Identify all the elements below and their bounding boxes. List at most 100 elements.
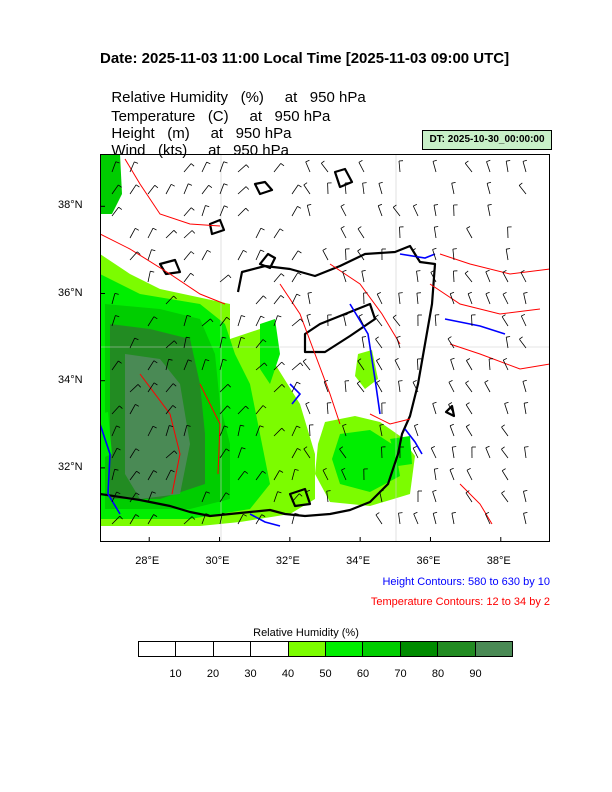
wind-barb bbox=[291, 318, 301, 327]
wind-barb-flag bbox=[135, 448, 140, 452]
wind-barb bbox=[255, 249, 261, 261]
wind-barb-flag bbox=[116, 425, 121, 428]
wind-barb bbox=[416, 271, 419, 283]
wind-barb bbox=[129, 251, 138, 261]
wind-barb bbox=[309, 424, 311, 437]
wind-barb bbox=[344, 182, 347, 195]
legend-label: 80 bbox=[431, 668, 445, 680]
wind-barb bbox=[358, 162, 365, 173]
wind-barb-flag bbox=[297, 448, 301, 451]
wind-barb-flag bbox=[190, 163, 195, 167]
wind-barb bbox=[147, 316, 155, 327]
wind-barb-flag bbox=[414, 423, 419, 426]
wind-barb-flag bbox=[153, 514, 158, 517]
wind-barb-flag bbox=[376, 358, 381, 361]
wind-barb bbox=[219, 359, 224, 371]
wind-barb bbox=[412, 205, 419, 217]
wind-barb-flag bbox=[173, 450, 178, 455]
wind-barb bbox=[111, 425, 117, 437]
wind-barb-flag bbox=[190, 272, 195, 276]
legend-label: 60 bbox=[356, 668, 370, 680]
wind-barb-flag bbox=[169, 425, 174, 427]
wind-barb-flag bbox=[137, 251, 141, 255]
wind-barb bbox=[451, 183, 455, 195]
wind-barb bbox=[501, 448, 509, 459]
wind-barb-flag bbox=[486, 181, 492, 184]
wind-barb-flag bbox=[432, 401, 437, 404]
wind-barb bbox=[219, 492, 227, 503]
wind-barb bbox=[291, 250, 299, 261]
wind-barb-flag bbox=[135, 492, 140, 496]
wind-barb-flag bbox=[243, 249, 247, 253]
wind-barb-flag bbox=[465, 424, 470, 427]
wind-barb-flag bbox=[485, 269, 490, 273]
wind-barb-flag bbox=[186, 315, 192, 317]
wind-barb bbox=[237, 164, 247, 173]
wind-barb bbox=[201, 359, 206, 371]
wind-barb bbox=[523, 293, 527, 305]
wind-barb bbox=[374, 316, 383, 327]
wind-barb-flag bbox=[191, 230, 196, 234]
lon-tick-label: 38°E bbox=[486, 555, 511, 567]
lon-tick-label: 36°E bbox=[416, 555, 441, 567]
wind-barb bbox=[255, 470, 263, 481]
wind-barb-flag bbox=[448, 380, 453, 383]
wind-barb-flag bbox=[413, 203, 418, 207]
wind-barb-flag bbox=[135, 227, 139, 231]
wind-barb-flag bbox=[281, 427, 285, 432]
wind-barb-flag bbox=[191, 516, 196, 520]
wind-barb-flag bbox=[297, 250, 302, 254]
wind-barb bbox=[201, 250, 208, 261]
wind-barb bbox=[307, 293, 311, 305]
wind-barb-flag bbox=[297, 272, 302, 276]
wind-barb bbox=[237, 315, 242, 327]
wind-barb-flag bbox=[305, 159, 310, 163]
field-unit: (C) bbox=[207, 108, 229, 125]
wind-barb bbox=[342, 425, 347, 437]
wind-barb-flag bbox=[152, 227, 157, 231]
wind-barb-flag bbox=[170, 469, 175, 473]
wind-barb-flag bbox=[486, 159, 491, 162]
wind-barb-flag bbox=[501, 314, 506, 318]
wind-barb bbox=[147, 271, 151, 283]
field-at: at bbox=[284, 89, 298, 106]
humidity-shading bbox=[100, 154, 415, 526]
wind-barb bbox=[466, 470, 473, 481]
wind-barb bbox=[291, 381, 298, 393]
wind-barb bbox=[486, 161, 491, 173]
wind-barb-flag bbox=[524, 446, 529, 448]
wind-barb bbox=[303, 184, 311, 195]
wind-barb-flag bbox=[484, 380, 489, 383]
wind-barb bbox=[219, 316, 227, 327]
wind-barb bbox=[305, 161, 311, 173]
wind-barb bbox=[306, 315, 311, 327]
wind-barb bbox=[291, 493, 300, 503]
wind-barb-flag bbox=[379, 424, 384, 426]
wind-barb-flag bbox=[322, 468, 327, 471]
wind-barb bbox=[183, 230, 193, 239]
wind-barb bbox=[291, 448, 298, 459]
wind-barb-flag bbox=[430, 270, 435, 273]
wind-barb bbox=[416, 293, 419, 305]
temperature-contours bbox=[100, 158, 550, 525]
wind-barb bbox=[433, 469, 437, 481]
wind-barb-flag bbox=[394, 358, 399, 361]
wind-barb bbox=[147, 360, 155, 371]
wind-barb-flag bbox=[357, 248, 362, 252]
wind-barb bbox=[273, 228, 281, 239]
wind-barb-flag bbox=[153, 382, 158, 386]
wind-barb bbox=[432, 491, 437, 503]
legend-label: 40 bbox=[281, 668, 295, 680]
wind-barb bbox=[465, 382, 473, 393]
wind-barb-flag bbox=[260, 315, 265, 319]
wind-barb bbox=[430, 447, 437, 459]
wind-barb-flag bbox=[416, 270, 421, 272]
legend-swatch bbox=[139, 642, 177, 656]
wind-barb bbox=[486, 183, 491, 195]
wind-barb-flag bbox=[451, 512, 456, 514]
wind-barb bbox=[306, 205, 311, 217]
wind-barb-flag bbox=[506, 248, 511, 250]
wind-barb bbox=[449, 293, 455, 305]
wind-barb-flag bbox=[263, 295, 267, 299]
wind-barb-flag bbox=[206, 161, 211, 165]
